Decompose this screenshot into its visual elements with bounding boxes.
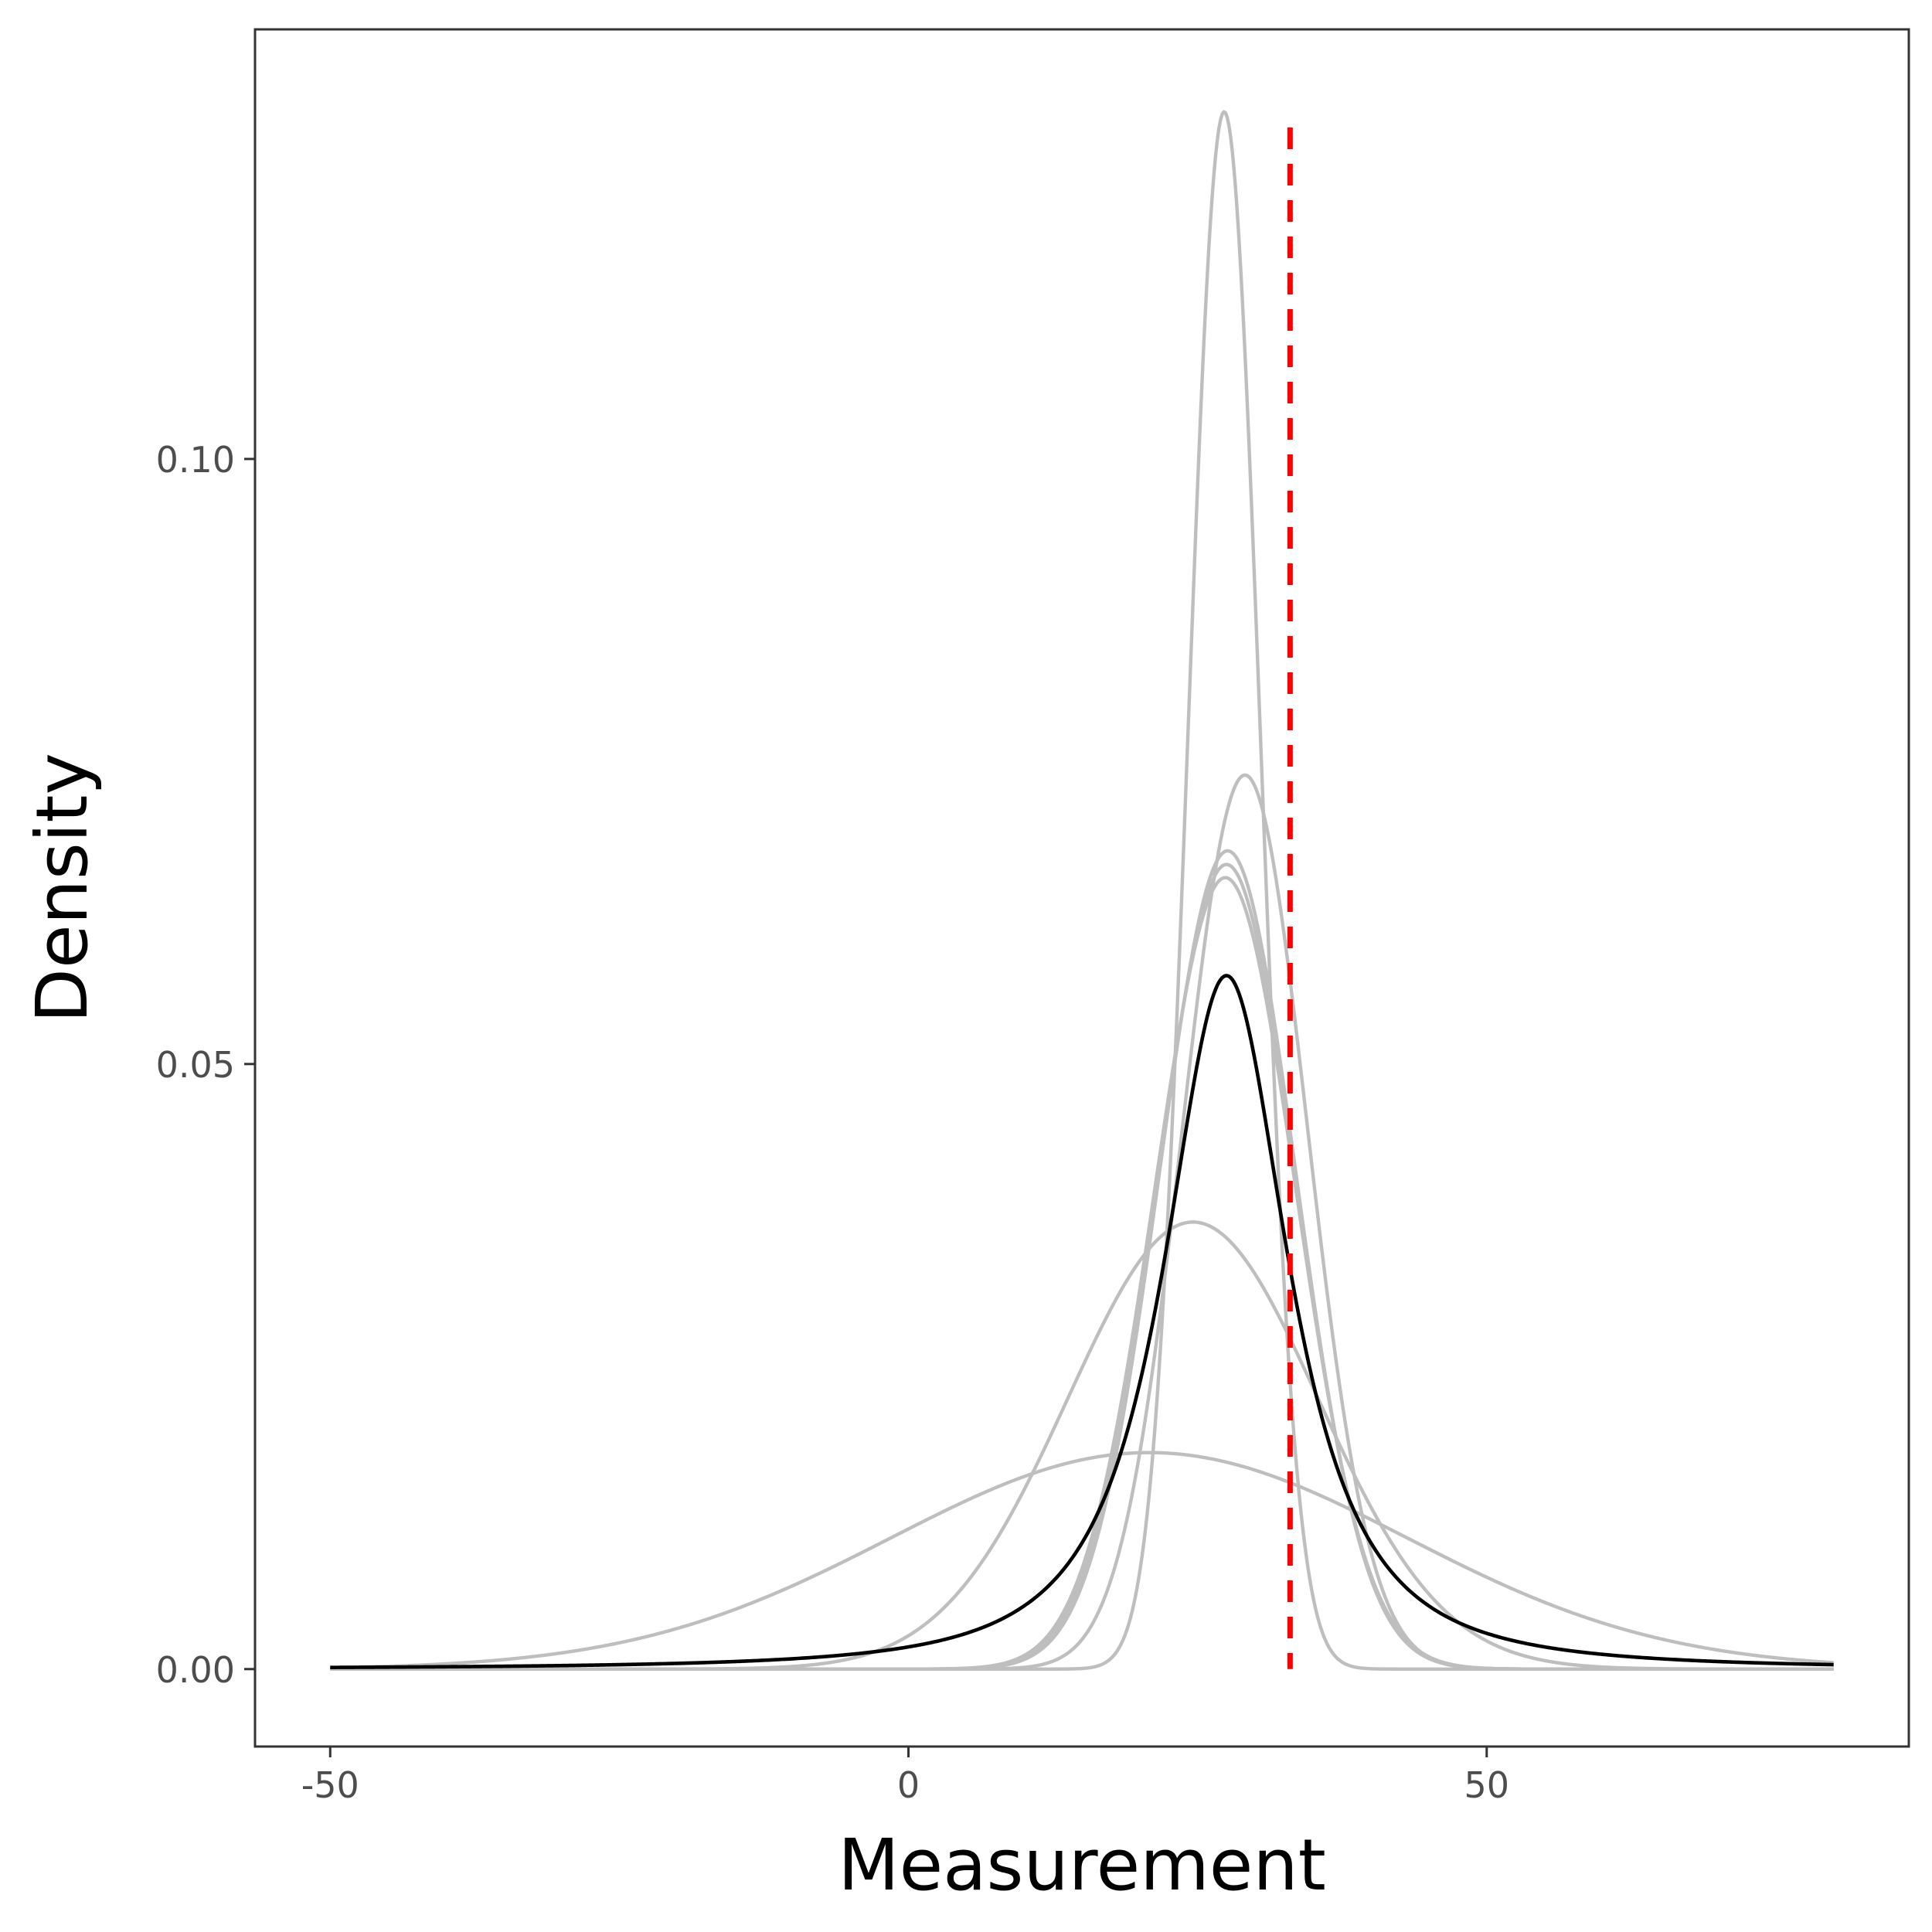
x-tick-label: -50: [301, 1764, 359, 1806]
y-tick-label: 0.10: [156, 439, 235, 481]
x-axis-title: Measurement: [838, 1824, 1326, 1906]
plot-panel: [253, 28, 1910, 1748]
x-axis: -50 0 50: [301, 1747, 1509, 1806]
density-curves: [330, 110, 1834, 1671]
density-curve-highlight: [330, 974, 1834, 1669]
y-tick-label: 0.05: [156, 1044, 235, 1086]
density-curve-7: [330, 1451, 1834, 1670]
y-axis: 0.00 0.05 0.10: [156, 439, 255, 1691]
density-curve-6: [330, 1220, 1834, 1671]
y-tick-label: 0.00: [156, 1649, 235, 1691]
x-tick-label: 0: [897, 1764, 920, 1806]
y-axis-title: Density: [21, 753, 104, 1023]
x-tick-label: 50: [1464, 1764, 1510, 1806]
